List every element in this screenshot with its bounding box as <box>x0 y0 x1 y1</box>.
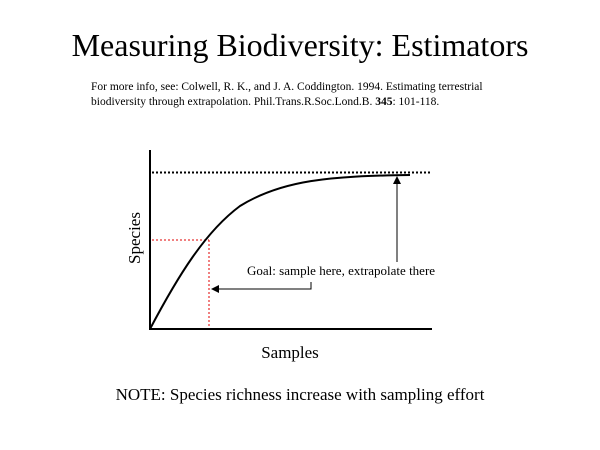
reference-citation: For more info, see: Colwell, R. K., and … <box>91 80 531 110</box>
reference-text: For more info, see: Colwell, R. K., and … <box>91 81 483 108</box>
x-axis-label: Samples <box>261 343 319 362</box>
reference-pages: : 101-118. <box>392 96 440 108</box>
reference-volume: 345 <box>375 96 393 108</box>
y-axis-label: Species <box>125 212 144 264</box>
slide-title: Measuring Biodiversity: Estimators <box>71 27 529 63</box>
accumulation-curve <box>149 174 411 330</box>
callout-arrow-to-sample <box>211 282 312 293</box>
callout-label: Goal: sample here, extrapolate there <box>247 263 435 278</box>
note-text: NOTE: Species richness increase with sam… <box>115 385 485 404</box>
